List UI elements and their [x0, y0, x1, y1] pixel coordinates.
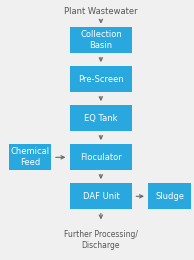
FancyBboxPatch shape [9, 144, 51, 170]
Text: Pre-Screen: Pre-Screen [78, 75, 124, 84]
Text: DAF Unit: DAF Unit [82, 192, 119, 201]
Text: Sludge: Sludge [155, 192, 184, 201]
Text: Collection
Basin: Collection Basin [80, 30, 122, 50]
FancyBboxPatch shape [70, 66, 132, 92]
Text: EQ Tank: EQ Tank [84, 114, 118, 123]
Text: Floculator: Floculator [80, 153, 122, 162]
FancyBboxPatch shape [70, 183, 132, 209]
FancyBboxPatch shape [70, 144, 132, 170]
FancyBboxPatch shape [70, 105, 132, 131]
Text: Plant Wastewater: Plant Wastewater [64, 6, 138, 16]
Text: Further Processing/
Discharge: Further Processing/ Discharge [64, 230, 138, 250]
FancyBboxPatch shape [148, 183, 191, 209]
Text: Chemical
Feed: Chemical Feed [10, 147, 50, 167]
FancyBboxPatch shape [70, 27, 132, 53]
